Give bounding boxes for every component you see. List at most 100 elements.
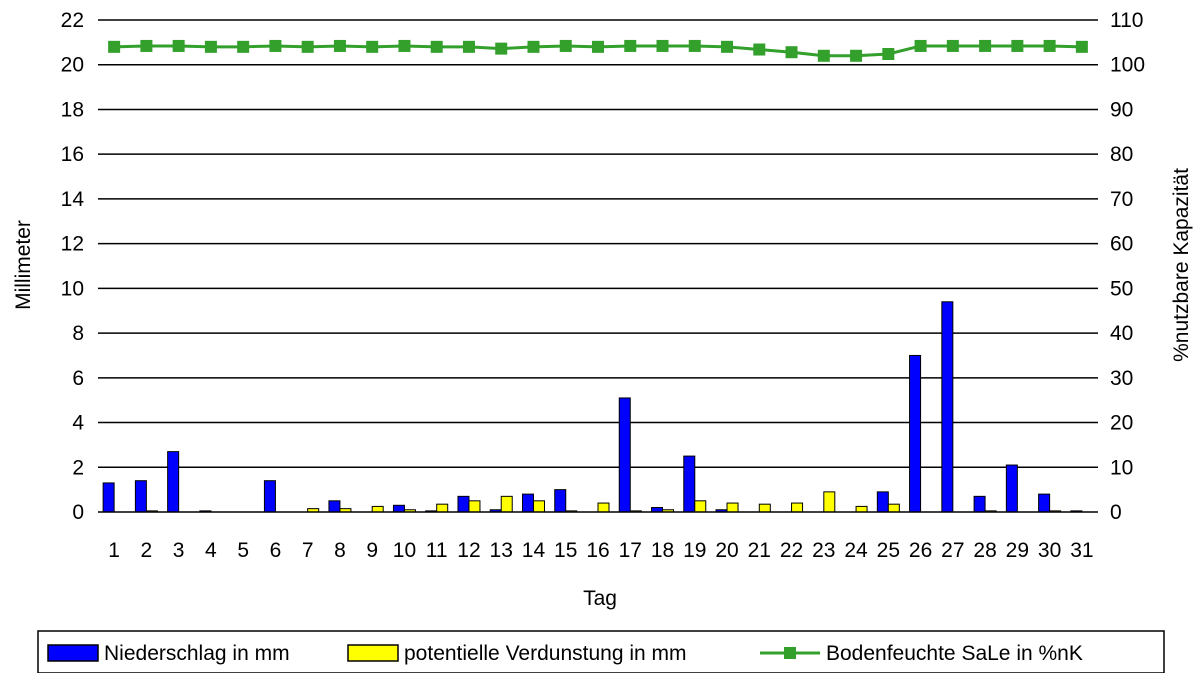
bodenfeuchte-point — [850, 49, 863, 62]
y-axis-title: Millimeter — [12, 220, 35, 310]
x-tick-label: 22 — [780, 539, 803, 562]
bodenfeuchte-point — [172, 39, 185, 52]
x-tick-label: 5 — [237, 539, 249, 562]
legend-swatch-verdunstung — [347, 644, 399, 662]
x-tick-label: 8 — [334, 539, 346, 562]
bodenfeuchte-point — [333, 39, 346, 52]
x-tick-label: 9 — [366, 539, 378, 562]
bodenfeuchte-point — [1011, 39, 1024, 52]
x-tick-label: 10 — [393, 539, 416, 562]
line-series — [108, 39, 1088, 62]
x-tick-label: 21 — [748, 539, 771, 562]
x-tick-label: 17 — [619, 539, 642, 562]
bar-niederschlag — [1038, 493, 1051, 513]
y2-axis-title: %nutzbare Kapazität — [1170, 168, 1193, 362]
y2-tick-label: 70 — [1110, 188, 1133, 211]
bar-niederschlag — [263, 480, 276, 513]
x-tick-label: 15 — [554, 539, 577, 562]
bar-verdunstung — [887, 503, 900, 513]
bodenfeuchte-point — [946, 39, 959, 52]
bar-verdunstung — [855, 505, 868, 513]
x-tick-label: 23 — [812, 539, 835, 562]
legend-swatch-niederschlag — [47, 644, 99, 662]
x-tick-label: 19 — [683, 539, 706, 562]
y-tick-label: 0 — [72, 501, 84, 524]
y-tick-label: 4 — [72, 412, 84, 435]
bar-verdunstung — [468, 500, 481, 513]
x-tick-label: 30 — [1038, 539, 1061, 562]
bodenfeuchte-point — [204, 40, 217, 53]
y2-tick-label: 30 — [1110, 367, 1133, 390]
bar-verdunstung — [436, 503, 449, 513]
bar-verdunstung — [726, 502, 739, 513]
bar-niederschlag — [909, 354, 922, 513]
bodenfeuchte-point — [237, 40, 250, 53]
x-tick-label: 29 — [1006, 539, 1029, 562]
bar-verdunstung — [758, 503, 771, 513]
x-tick-label: 13 — [490, 539, 513, 562]
y2-tick-label: 110 — [1110, 9, 1143, 32]
y-tick-label: 10 — [61, 277, 84, 300]
x-tick-label: 18 — [651, 539, 674, 562]
bar-niederschlag — [618, 397, 631, 513]
x-tick-label: 24 — [844, 539, 868, 562]
bodenfeuchte-point — [462, 40, 475, 53]
y2-tick-label: 40 — [1110, 322, 1133, 345]
y-tick-label: 18 — [61, 98, 84, 121]
bodenfeuchte-point — [527, 40, 540, 53]
x-tick-label: 26 — [909, 539, 932, 562]
x-tick-label: 7 — [302, 539, 314, 562]
bodenfeuchte-point — [914, 39, 927, 52]
left-axis-ticks: 0 2 4 6 8 10 12 14 16 18 20 22 — [61, 9, 85, 524]
x-tick-label: 6 — [270, 539, 282, 562]
y2-tick-label: 80 — [1110, 143, 1133, 166]
bodenfeuchte-point — [817, 49, 830, 62]
bodenfeuchte-point — [366, 40, 379, 53]
x-tick-label: 2 — [141, 539, 153, 562]
bodenfeuchte-point — [140, 39, 153, 52]
bodenfeuchte-point — [559, 39, 572, 52]
bodenfeuchte-point — [656, 39, 669, 52]
bodenfeuchte-point — [592, 40, 604, 53]
y2-tick-label: 60 — [1110, 233, 1133, 256]
y2-tick-label: 100 — [1110, 54, 1145, 77]
y2-tick-label: 50 — [1110, 277, 1133, 300]
legend-label-bodenfeuchte: Bodenfeuchte SaLe in %nK — [826, 642, 1083, 665]
x-axis-title: Tag — [583, 587, 617, 610]
y-tick-label: 6 — [72, 367, 84, 390]
x-axis-ticks: 1 2 3 4 5 6 7 8 9 10 11 12 13 14 15 16 17 18 19 20 21 22 23 24 2… — [108, 539, 1093, 562]
y2-tick-label: 90 — [1110, 98, 1133, 121]
bodenfeuchte-point — [882, 47, 895, 60]
x-tick-label: 4 — [205, 539, 217, 562]
bar-niederschlag — [554, 489, 567, 513]
bodenfeuchte-point — [301, 40, 314, 53]
bar-niederschlag — [876, 491, 889, 513]
bar-verdunstung — [791, 502, 804, 513]
bodenfeuchte-point — [495, 42, 508, 55]
y-tick-label: 16 — [61, 143, 84, 166]
bodenfeuchte-point — [753, 43, 766, 56]
y-tick-label: 2 — [72, 456, 84, 479]
y-tick-label: 22 — [61, 9, 84, 32]
x-tick-label: 1 — [108, 539, 120, 562]
legend: Niederschlag in mm potentielle Verdunstu… — [37, 630, 1165, 673]
y-tick-label: 12 — [61, 233, 84, 256]
bar-niederschlag — [521, 493, 534, 513]
legend-marker-bodenfeuchte — [784, 647, 796, 659]
bar-niederschlag — [392, 504, 405, 513]
bodenfeuchte-point — [721, 40, 734, 53]
bodenfeuchte-point — [1043, 39, 1056, 52]
legend-label-niederschlag: Niederschlag in mm — [104, 642, 290, 665]
x-tick-label: 28 — [973, 539, 996, 562]
x-tick-label: 20 — [715, 539, 738, 562]
bar-verdunstung — [694, 500, 707, 513]
y-tick-label: 20 — [61, 54, 84, 77]
bar-niederschlag — [134, 480, 147, 513]
bodenfeuchte-point — [785, 46, 798, 59]
bar-niederschlag — [457, 495, 470, 513]
bar-verdunstung — [500, 495, 513, 513]
x-tick-label: 11 — [426, 539, 448, 562]
y2-tick-label: 0 — [1110, 501, 1122, 524]
x-tick-label: 31 — [1070, 539, 1093, 562]
